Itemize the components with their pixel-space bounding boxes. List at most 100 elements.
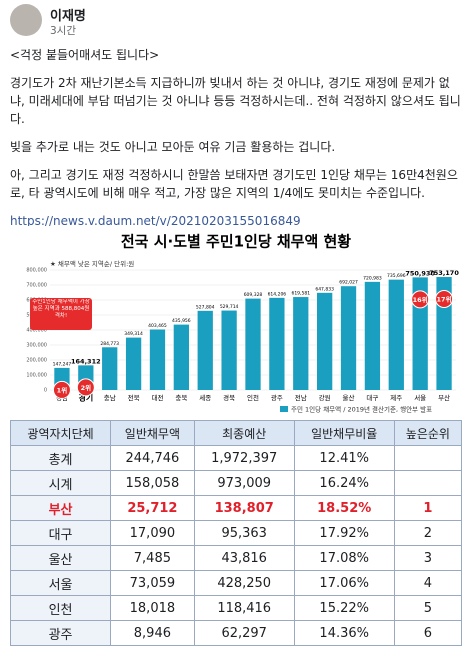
cell: 대구 (9, 520, 112, 546)
cell: 158,058 (110, 470, 195, 496)
cell: 8,946 (110, 620, 195, 646)
y-tick-label: 400,000 (26, 328, 47, 334)
cell: 17.08% (293, 545, 395, 571)
cell: 244,746 (110, 445, 195, 471)
y-tick-label: 700,000 (26, 283, 47, 289)
cell: 43,816 (193, 545, 295, 571)
value-label: 349,314 (124, 331, 143, 337)
cell: 17,090 (110, 520, 195, 546)
cell: 17.06% (293, 570, 395, 596)
link[interactable]: https://news.v.daum.net/v/20210203155016… (10, 214, 301, 228)
cell (393, 445, 463, 471)
x-tick-label: 경기 (78, 393, 93, 403)
x-tick-label: 대전 (151, 393, 163, 402)
table-row: 시계 158,058 973,009 16.24% (9, 470, 463, 496)
x-tick-label: 대구 (366, 394, 378, 402)
cell: 7,485 (110, 545, 195, 571)
cell: 인천 (9, 595, 112, 621)
bar (197, 310, 213, 390)
cell: 18,018 (110, 595, 195, 621)
value-label: 735,696 (387, 273, 406, 279)
value-label: 284,773 (100, 341, 119, 347)
value-label: 609,328 (244, 292, 263, 298)
bar (317, 292, 333, 390)
chart-subtitle: ★ 채무액 낮은 지역순/ 단위:원 (50, 259, 134, 268)
x-tick-label: 충남 (104, 393, 116, 402)
annotation: 16위 (413, 295, 428, 304)
cell: 4 (393, 570, 463, 596)
annotation: 1위 (57, 385, 68, 394)
bar (245, 298, 261, 390)
cell: 광주 (9, 620, 112, 646)
header-cell: 높은순위 (393, 420, 463, 446)
rank-badge (52, 380, 71, 399)
x-tick-label: 인천 (247, 393, 259, 402)
annotation: 주민1인당 채무액이 가장 높은 지역과 588,804원 격차! (32, 299, 90, 319)
x-tick-label: 경북 (223, 393, 235, 402)
bar (149, 329, 166, 390)
x-tick-label: 전남 (295, 393, 307, 402)
x-tick-label: 서울 (414, 393, 426, 402)
value-label: 435,956 (172, 318, 191, 324)
cell: 25,712 (110, 495, 195, 521)
value-label: 403,465 (148, 323, 167, 329)
bar (125, 337, 142, 390)
table-row: 광주 8,946 62,297 14.36% 6 (9, 620, 463, 646)
value-label: 720,983 (363, 275, 382, 281)
cell: 118,416 (193, 595, 295, 621)
x-tick-label: 광주 (271, 394, 283, 402)
cell: 3 (393, 545, 463, 571)
legend-swatch (280, 406, 288, 412)
value-label: 647,833 (315, 286, 334, 292)
table-row: 총계 244,746 1,972,397 12.41% (9, 445, 463, 471)
cell: 1 (393, 495, 463, 521)
author[interactable]: 이재명 (50, 9, 86, 24)
header-cell: 일반채무비율 (293, 420, 395, 446)
bar (173, 324, 189, 390)
bar (102, 347, 118, 390)
cell (393, 470, 463, 496)
bar (364, 281, 381, 390)
chart: 전국 시·도별 주민1인당 채무액 현황 ★ 채무액 낮은 지역순/ 단위:원 … (10, 226, 462, 418)
table-row: 대구 17,090 95,363 17.92% 2 (9, 520, 463, 546)
cell: 울산 (9, 545, 112, 571)
cell: 부산 (9, 495, 112, 521)
legend: 주민 1인당 채무액 / 2019년 결산기준, 행안부 발표 (291, 405, 432, 414)
bar (221, 310, 237, 390)
post-body: <걱정 붙들어매셔도 됩니다> 경기도가 2차 재난기본소득 지급하니까 빚내서… (10, 46, 462, 230)
chart-title: 전국 시·도별 주민1인당 채무액 현황 (121, 233, 351, 251)
cell: 5 (393, 595, 463, 621)
cell: 시계 (9, 470, 112, 496)
avatar[interactable] (10, 4, 42, 36)
y-tick-label: 200,000 (26, 358, 47, 364)
value-label: 529,714 (220, 304, 239, 310)
cell: 18.52% (293, 495, 395, 521)
paragraph: 경기도가 2차 재난기본소득 지급하니까 빚내서 하는 것 아니냐, 경기도 재… (10, 76, 461, 126)
table: 광역자치단체 일반채무액 최종예산 일반채무비율 높은순위 총계 244,746 1,972,… (9, 420, 463, 646)
value-label: 527,804 (196, 304, 215, 310)
cell: 총계 (9, 445, 112, 471)
header-cell: 일반채무액 (110, 420, 195, 446)
table-row: 인천 18,018 118,416 15.22% 5 (9, 595, 463, 621)
x-tick-label: 전북 (128, 393, 140, 402)
heading: <걱정 붙들어매셔도 됩니다> (10, 48, 160, 62)
x-tick-label: 울산 (343, 393, 355, 402)
y-tick-label: 300,000 (26, 343, 47, 349)
paragraph: 아, 그리고 경기도 재정 걱정하시니 한말씀 보태자면 경기도민 1인당 채무… (10, 168, 458, 200)
y-tick-label: 100,000 (26, 373, 47, 379)
table-row: 울산 7,485 43,816 17.08% 3 (9, 545, 463, 571)
time[interactable]: 3시간 (50, 25, 77, 37)
cell: 12.41% (293, 445, 395, 471)
cell: 1,972,397 (193, 445, 295, 471)
cell: 62,297 (193, 620, 295, 646)
value-label: 750,930 (405, 269, 435, 277)
header-cell: 광역자치단체 (9, 420, 112, 446)
bar (293, 297, 309, 390)
cell: 73,059 (110, 570, 195, 596)
callout (30, 298, 92, 330)
bar (269, 297, 285, 390)
cell: 15.22% (293, 595, 395, 621)
x-tick-label: 부산 (438, 393, 450, 402)
value-label: 619,581 (291, 291, 310, 297)
